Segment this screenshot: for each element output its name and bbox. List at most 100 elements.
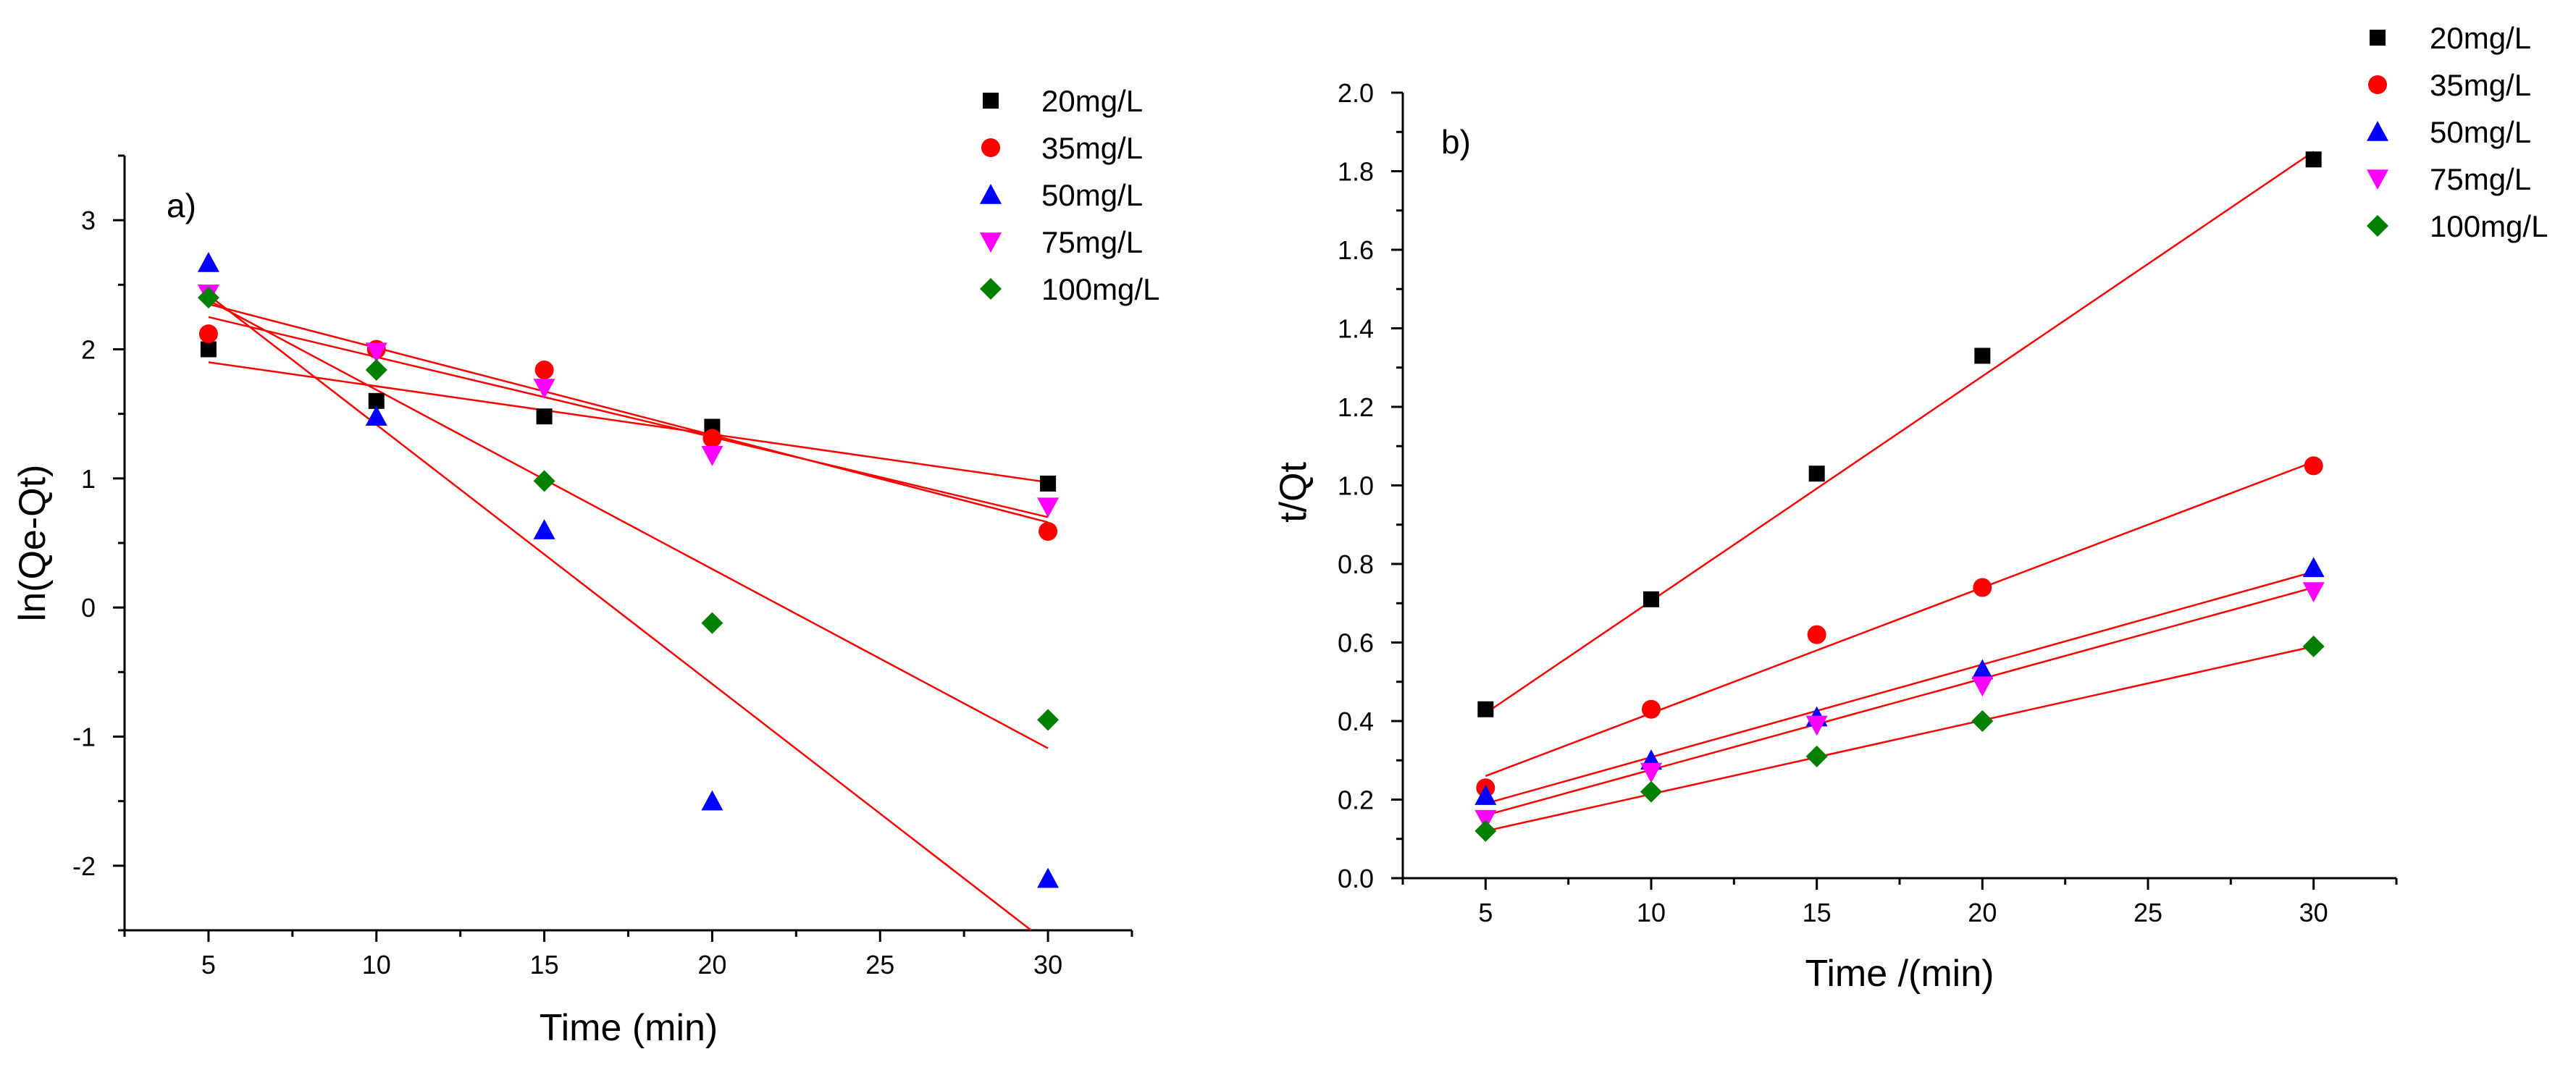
y-tick-label: 1.8 [1338, 157, 1374, 187]
panel-label: b) [1441, 123, 1471, 161]
data-point-20mgl [200, 341, 217, 358]
legend-marker [980, 232, 1002, 253]
data-point-50mgl [2302, 557, 2325, 578]
fit-line-75mgl [208, 316, 1049, 518]
data-point-75mgl [533, 379, 555, 399]
x-tick-label: 25 [865, 950, 894, 980]
y-tick-label: 1.4 [1338, 314, 1374, 344]
y-tick-label: 0.2 [1338, 785, 1374, 815]
data-point-75mgl [1037, 497, 1060, 518]
legend-entry: 20mg/L [1041, 84, 1143, 118]
data-point-50mgl [1037, 867, 1060, 888]
data-point-35mgl [534, 361, 554, 380]
legend-entry: 50mg/L [1041, 178, 1143, 212]
x-tick-label: 5 [201, 950, 216, 980]
data-point-20mgl [1808, 466, 1825, 482]
data-point-50mgl [701, 790, 723, 811]
data-point-100mgl [1805, 745, 1828, 767]
data-point-20mgl [1643, 591, 1659, 607]
fit-line-75mgl [1485, 586, 2314, 817]
legend-marker [981, 138, 1000, 157]
data-point-20mgl [1974, 347, 1991, 364]
x-axis-title: Time (min) [540, 1007, 718, 1049]
data-point-50mgl [533, 519, 555, 539]
data-point-100mgl [1971, 710, 1994, 732]
y-tick-label: 1.2 [1338, 392, 1374, 422]
legend-marker [2368, 75, 2387, 94]
y-axis-title: ln(Qe-Qt) [12, 465, 54, 622]
x-tick-label: 15 [530, 950, 559, 980]
data-point-50mgl [1971, 659, 1994, 680]
data-point-100mgl [365, 359, 387, 382]
data-point-100mgl [1037, 709, 1060, 731]
y-tick-label: 0.8 [1338, 549, 1374, 579]
legend-entry: 100mg/L [2430, 209, 2548, 243]
fit-line-100mgl [1485, 645, 2314, 833]
data-point-75mgl [701, 445, 723, 466]
legend-marker [980, 278, 1002, 300]
data-point-75mgl [1474, 809, 1497, 830]
x-tick-label: 25 [2134, 898, 2162, 927]
fit-line-50mgl [1485, 570, 2315, 805]
legend-marker [980, 184, 1002, 204]
y-axis-title: t/Qt [1272, 462, 1314, 523]
data-point-35mgl [1973, 578, 1992, 597]
y-tick-label: 0.6 [1338, 628, 1374, 658]
y-tick-label: 0.0 [1338, 864, 1374, 893]
x-tick-label: 20 [697, 950, 726, 980]
x-tick-label: 30 [2299, 898, 2328, 927]
y-tick-label: 3 [81, 206, 96, 235]
panel-a: 5 10 15 20 25 30 -2 -1 0 1 2 3 20mg/L 35mg/L 50mg/L 75m… [12, 84, 1159, 1049]
data-point-20mgl [2305, 151, 2322, 168]
data-point-100mgl [701, 612, 723, 634]
legend-entry: 75mg/L [2430, 162, 2531, 196]
legend-marker [2367, 215, 2388, 237]
panel-b: 5 10 15 20 25 30 0.0 0.2 0.4 0.6 0.8 1.0 1.2 1.4 1.6 1.… [1272, 21, 2548, 995]
data-point-35mgl [1807, 625, 1826, 644]
y-tick-label: 1 [81, 464, 96, 494]
data-point-20mgl [1040, 475, 1057, 492]
legend-entry: 35mg/L [2430, 68, 2531, 102]
fit-line-20mgl [1485, 151, 2315, 715]
data-point-35mgl [198, 324, 218, 344]
legend-marker [2367, 121, 2388, 141]
fit-line-50mgl [208, 294, 1032, 930]
legend-entry: 75mg/L [1041, 225, 1143, 259]
data-point-50mgl [365, 405, 387, 426]
panel-label: a) [167, 187, 196, 224]
data-point-100mgl [1474, 820, 1497, 842]
legend-entry: 100mg/L [1041, 272, 1159, 306]
fit-line-20mgl [208, 361, 1049, 484]
legend-marker [2370, 30, 2386, 46]
data-point-100mgl [533, 470, 555, 492]
data-point-100mgl [1640, 780, 1662, 803]
data-point-100mgl [2302, 635, 2325, 657]
legend-marker [2367, 169, 2388, 190]
y-tick-label: 2.0 [1338, 78, 1374, 108]
y-tick-label: 0.4 [1338, 707, 1374, 736]
data-point-35mgl [1642, 699, 1661, 719]
y-tick-label: 2 [81, 335, 96, 365]
data-point-75mgl [1640, 762, 1662, 783]
fit-line-35mgl [1485, 460, 2315, 778]
data-point-50mgl [1474, 785, 1497, 805]
data-point-20mgl [1477, 701, 1494, 717]
x-tick-label: 15 [1803, 898, 1832, 927]
y-tick-label: -1 [72, 723, 96, 752]
data-point-50mgl [197, 252, 219, 272]
legend-entry: 20mg/L [2430, 21, 2531, 55]
x-tick-label: 10 [1637, 898, 1666, 927]
data-point-75mgl [365, 342, 387, 363]
data-point-20mgl [368, 392, 385, 409]
x-tick-label: 30 [1033, 950, 1062, 980]
data-point-100mgl [197, 287, 219, 309]
fit-line-100mgl [208, 299, 1049, 749]
fit-line-35mgl [208, 303, 1049, 523]
y-tick-label: 1.0 [1338, 471, 1374, 501]
data-point-75mgl [1805, 715, 1828, 736]
legend-entry: 35mg/L [1041, 131, 1143, 165]
data-point-75mgl [1971, 676, 1994, 697]
x-axis-title: Time /(min) [1805, 953, 1994, 995]
